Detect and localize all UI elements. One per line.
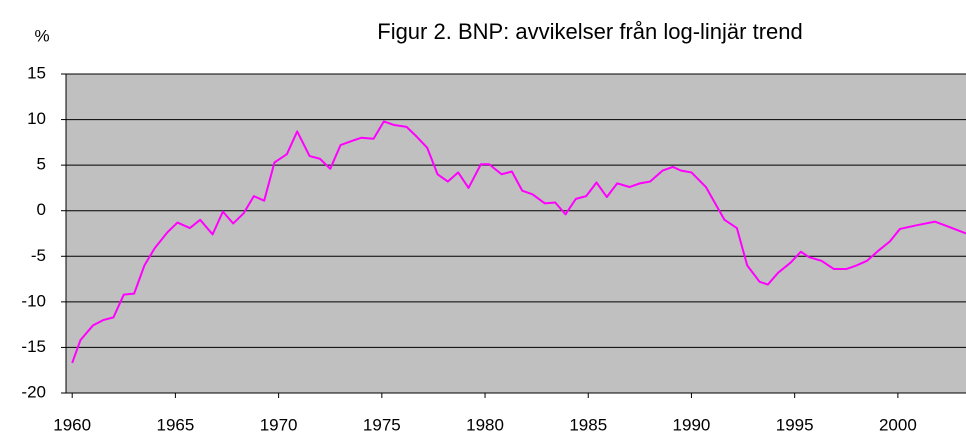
y-axis-label: %: [34, 26, 49, 45]
plot-area: [66, 74, 966, 393]
data-line: [71, 120, 966, 364]
chart-title: Figur 2. BNP: avvikelser från log-linjär…: [377, 19, 803, 44]
x-tick-label: 1995: [776, 415, 814, 434]
y-tick-label: 0: [37, 200, 46, 219]
x-tick-label: 1985: [569, 415, 607, 434]
x-tick-label: 1970: [260, 415, 298, 434]
x-tick-label: 2000: [879, 415, 917, 434]
y-tick-label: 5: [37, 155, 46, 174]
x-tick-label: 1990: [673, 415, 711, 434]
y-tick-label: -20: [21, 382, 46, 401]
x-tick-label: 1960: [53, 415, 91, 434]
y-tick-label: 10: [27, 109, 46, 128]
x-tick-label: 1980: [466, 415, 504, 434]
x-tick-label: 1965: [156, 415, 194, 434]
y-tick-label: -15: [21, 337, 46, 356]
y-tick-label: -10: [21, 291, 46, 310]
y-tick-label: 15: [27, 63, 46, 82]
y-tick-label: -5: [31, 246, 46, 265]
x-tick-label: 1975: [363, 415, 401, 434]
